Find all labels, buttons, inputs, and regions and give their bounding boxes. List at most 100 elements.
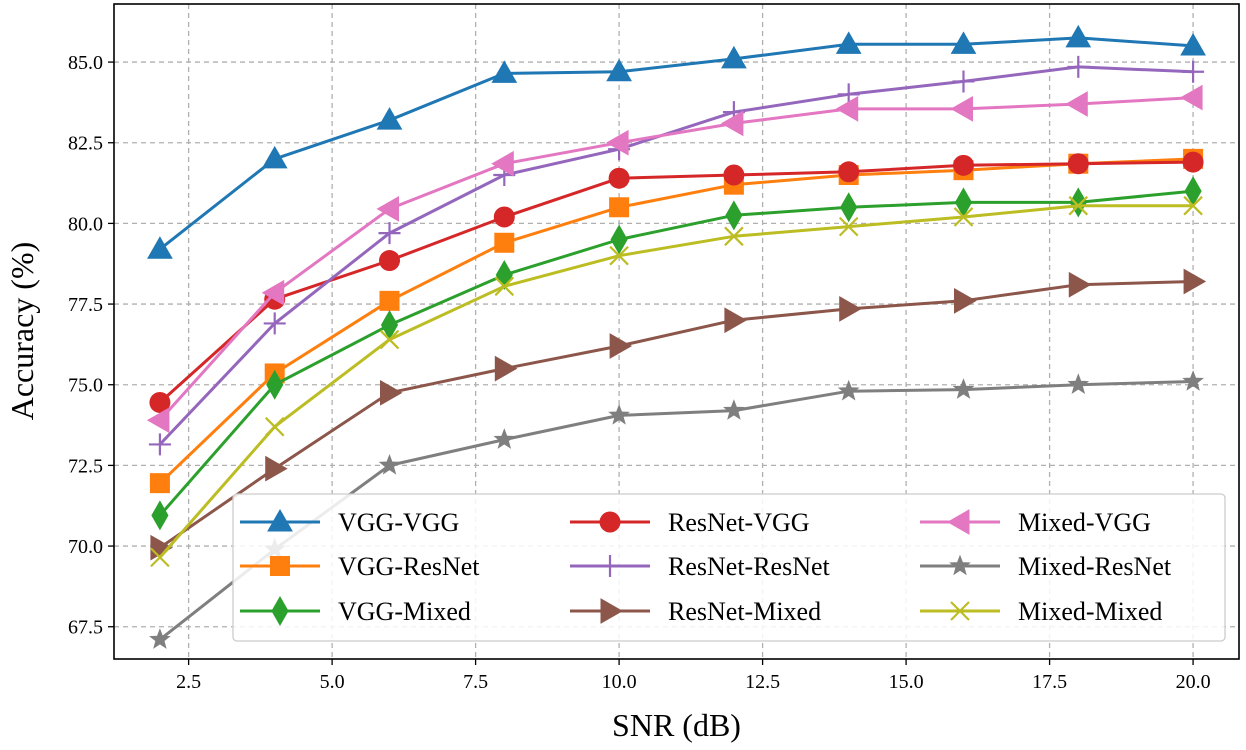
data-point-resnet-resnet [378, 222, 401, 245]
data-point-mixed-mixed [379, 329, 400, 350]
data-point-resnet-mixed [1183, 268, 1207, 295]
data-point-resnet-mixed [265, 455, 288, 482]
data-point-mixed-vgg [1180, 84, 1203, 111]
data-point-mixed-vgg [606, 129, 629, 156]
series-mixed-vgg [146, 84, 1203, 434]
x-tick-label: 15.0 [889, 671, 924, 693]
y-tick-label: 75.0 [68, 375, 103, 397]
data-point-resnet-mixed [609, 333, 633, 359]
data-point-mixed-vgg [720, 110, 744, 137]
data-point-vgg-vgg [1180, 32, 1206, 56]
x-tick-label: 20.0 [1176, 671, 1211, 693]
series-line-vgg-mixed [158, 189, 1194, 517]
axis-ticks: 2.5 5.0 7.5 10.0 12.5 15.0 17.5 20.0 67.5 70.0 72.… [68, 52, 1211, 693]
y-tick-label: 72.5 [68, 455, 103, 477]
data-point-vgg-mixed [725, 200, 743, 231]
data-point-mixed-mixed [1183, 195, 1203, 216]
data-point-vgg-mixed [840, 192, 858, 223]
legend-label: Mixed-VGG [1018, 508, 1151, 537]
legend-marker [267, 508, 293, 532]
data-point-mixed-resnet [723, 399, 745, 420]
legend-item-mixed-mixed: Mixed-Mixed [920, 597, 1162, 626]
data-point-vgg-mixed [266, 369, 284, 400]
data-point-mixed-vgg [376, 196, 400, 222]
series-line-vgg-resnet [158, 157, 1194, 485]
data-point-resnet-mixed [953, 287, 977, 314]
data-point-vgg-resnet [379, 290, 400, 311]
data-point-resnet-vgg [493, 206, 515, 228]
data-point-vgg-mixed [151, 500, 169, 531]
legend-label: ResNet-ResNet [668, 552, 831, 581]
data-point-resnet-vgg [149, 391, 171, 413]
x-axis-title: SNR (dB) [612, 707, 741, 743]
legend-label: VGG-Mixed [338, 597, 471, 626]
x-tick-label: 5.0 [320, 671, 345, 693]
legend-marker [270, 556, 290, 576]
legend-item-resnet-vgg: ResNet-VGG [570, 508, 810, 537]
data-point-mixed-resnet [149, 628, 171, 649]
x-tick-label: 2.5 [176, 671, 201, 693]
legend-frame [232, 493, 1226, 642]
y-tick-label: 67.5 [68, 617, 103, 639]
data-point-resnet-resnet [1067, 55, 1090, 78]
data-point-vgg-vgg [721, 45, 747, 69]
data-point-vgg-resnet [149, 473, 170, 494]
x-tick-label: 12.5 [745, 671, 780, 693]
legend-label: Mixed-Mixed [1018, 597, 1162, 626]
data-point-mixed-resnet [837, 379, 860, 401]
data-point-resnet-mixed [724, 307, 747, 334]
series-line-mixed-vgg [158, 96, 1194, 422]
data-point-mixed-mixed [953, 207, 974, 227]
legend-label: VGG-VGG [338, 508, 459, 537]
data-point-resnet-vgg [608, 167, 630, 189]
data-point-resnet-vgg [1067, 153, 1089, 175]
data-point-mixed-mixed [150, 547, 170, 568]
x-tick-label: 17.5 [1032, 671, 1067, 693]
data-point-resnet-resnet [1182, 60, 1205, 83]
data-point-resnet-vgg [952, 154, 974, 176]
legend-marker [949, 554, 971, 576]
series-vgg-mixed [151, 176, 1202, 531]
data-point-vgg-vgg [491, 60, 518, 83]
plot-frame [113, 3, 1240, 660]
legend-marker [950, 601, 970, 621]
data-point-mixed-vgg [950, 96, 973, 122]
legend: VGG-VGG VGG-ResNet VGG-Mixed ResNet-VGG ResN… [232, 493, 1226, 642]
data-point-mixed-resnet [1182, 370, 1204, 391]
data-point-vgg-vgg [1065, 24, 1092, 48]
series-line-mixed-mixed [158, 204, 1194, 559]
data-point-mixed-vgg [261, 279, 285, 306]
data-point-vgg-vgg [261, 145, 288, 169]
legend-marker [599, 555, 621, 577]
data-point-mixed-mixed [1068, 195, 1089, 216]
series-resnet-resnet [148, 55, 1205, 456]
y-tick-label: 85.0 [68, 52, 103, 74]
y-tick-label: 82.5 [68, 133, 103, 155]
legend-label: VGG-ResNet [338, 552, 480, 581]
legend-item-mixed-resnet: Mixed-ResNet [920, 552, 1172, 581]
data-point-resnet-vgg [379, 250, 401, 272]
data-point-vgg-vgg [376, 107, 403, 130]
series-line-vgg-vgg [158, 36, 1194, 251]
legend-item-vgg-mixed: VGG-Mixed [240, 595, 471, 627]
y-axis-title: Accuracy (%) [4, 242, 40, 421]
data-point-mixed-mixed [838, 216, 859, 237]
y-tick-label: 77.5 [68, 294, 103, 316]
data-point-resnet-mixed [380, 379, 403, 406]
data-point-vgg-vgg [835, 31, 862, 54]
legend-label: Mixed-ResNet [1018, 552, 1172, 581]
legend-item-vgg-vgg: VGG-VGG [240, 508, 459, 537]
series-vgg-vgg [147, 24, 1206, 259]
legend-marker [946, 509, 970, 535]
series-line-resnet-resnet [158, 65, 1194, 446]
legend-marker [600, 598, 624, 624]
series-resnet-mixed [150, 268, 1207, 561]
data-point-resnet-vgg [723, 164, 745, 186]
data-point-resnet-resnet [148, 433, 171, 456]
data-point-vgg-mixed [610, 224, 628, 255]
data-point-mixed-vgg [1065, 91, 1088, 117]
data-point-resnet-resnet [952, 70, 975, 93]
data-point-mixed-mixed [264, 416, 285, 437]
legend-item-resnet-resnet: ResNet-ResNet [570, 552, 831, 581]
